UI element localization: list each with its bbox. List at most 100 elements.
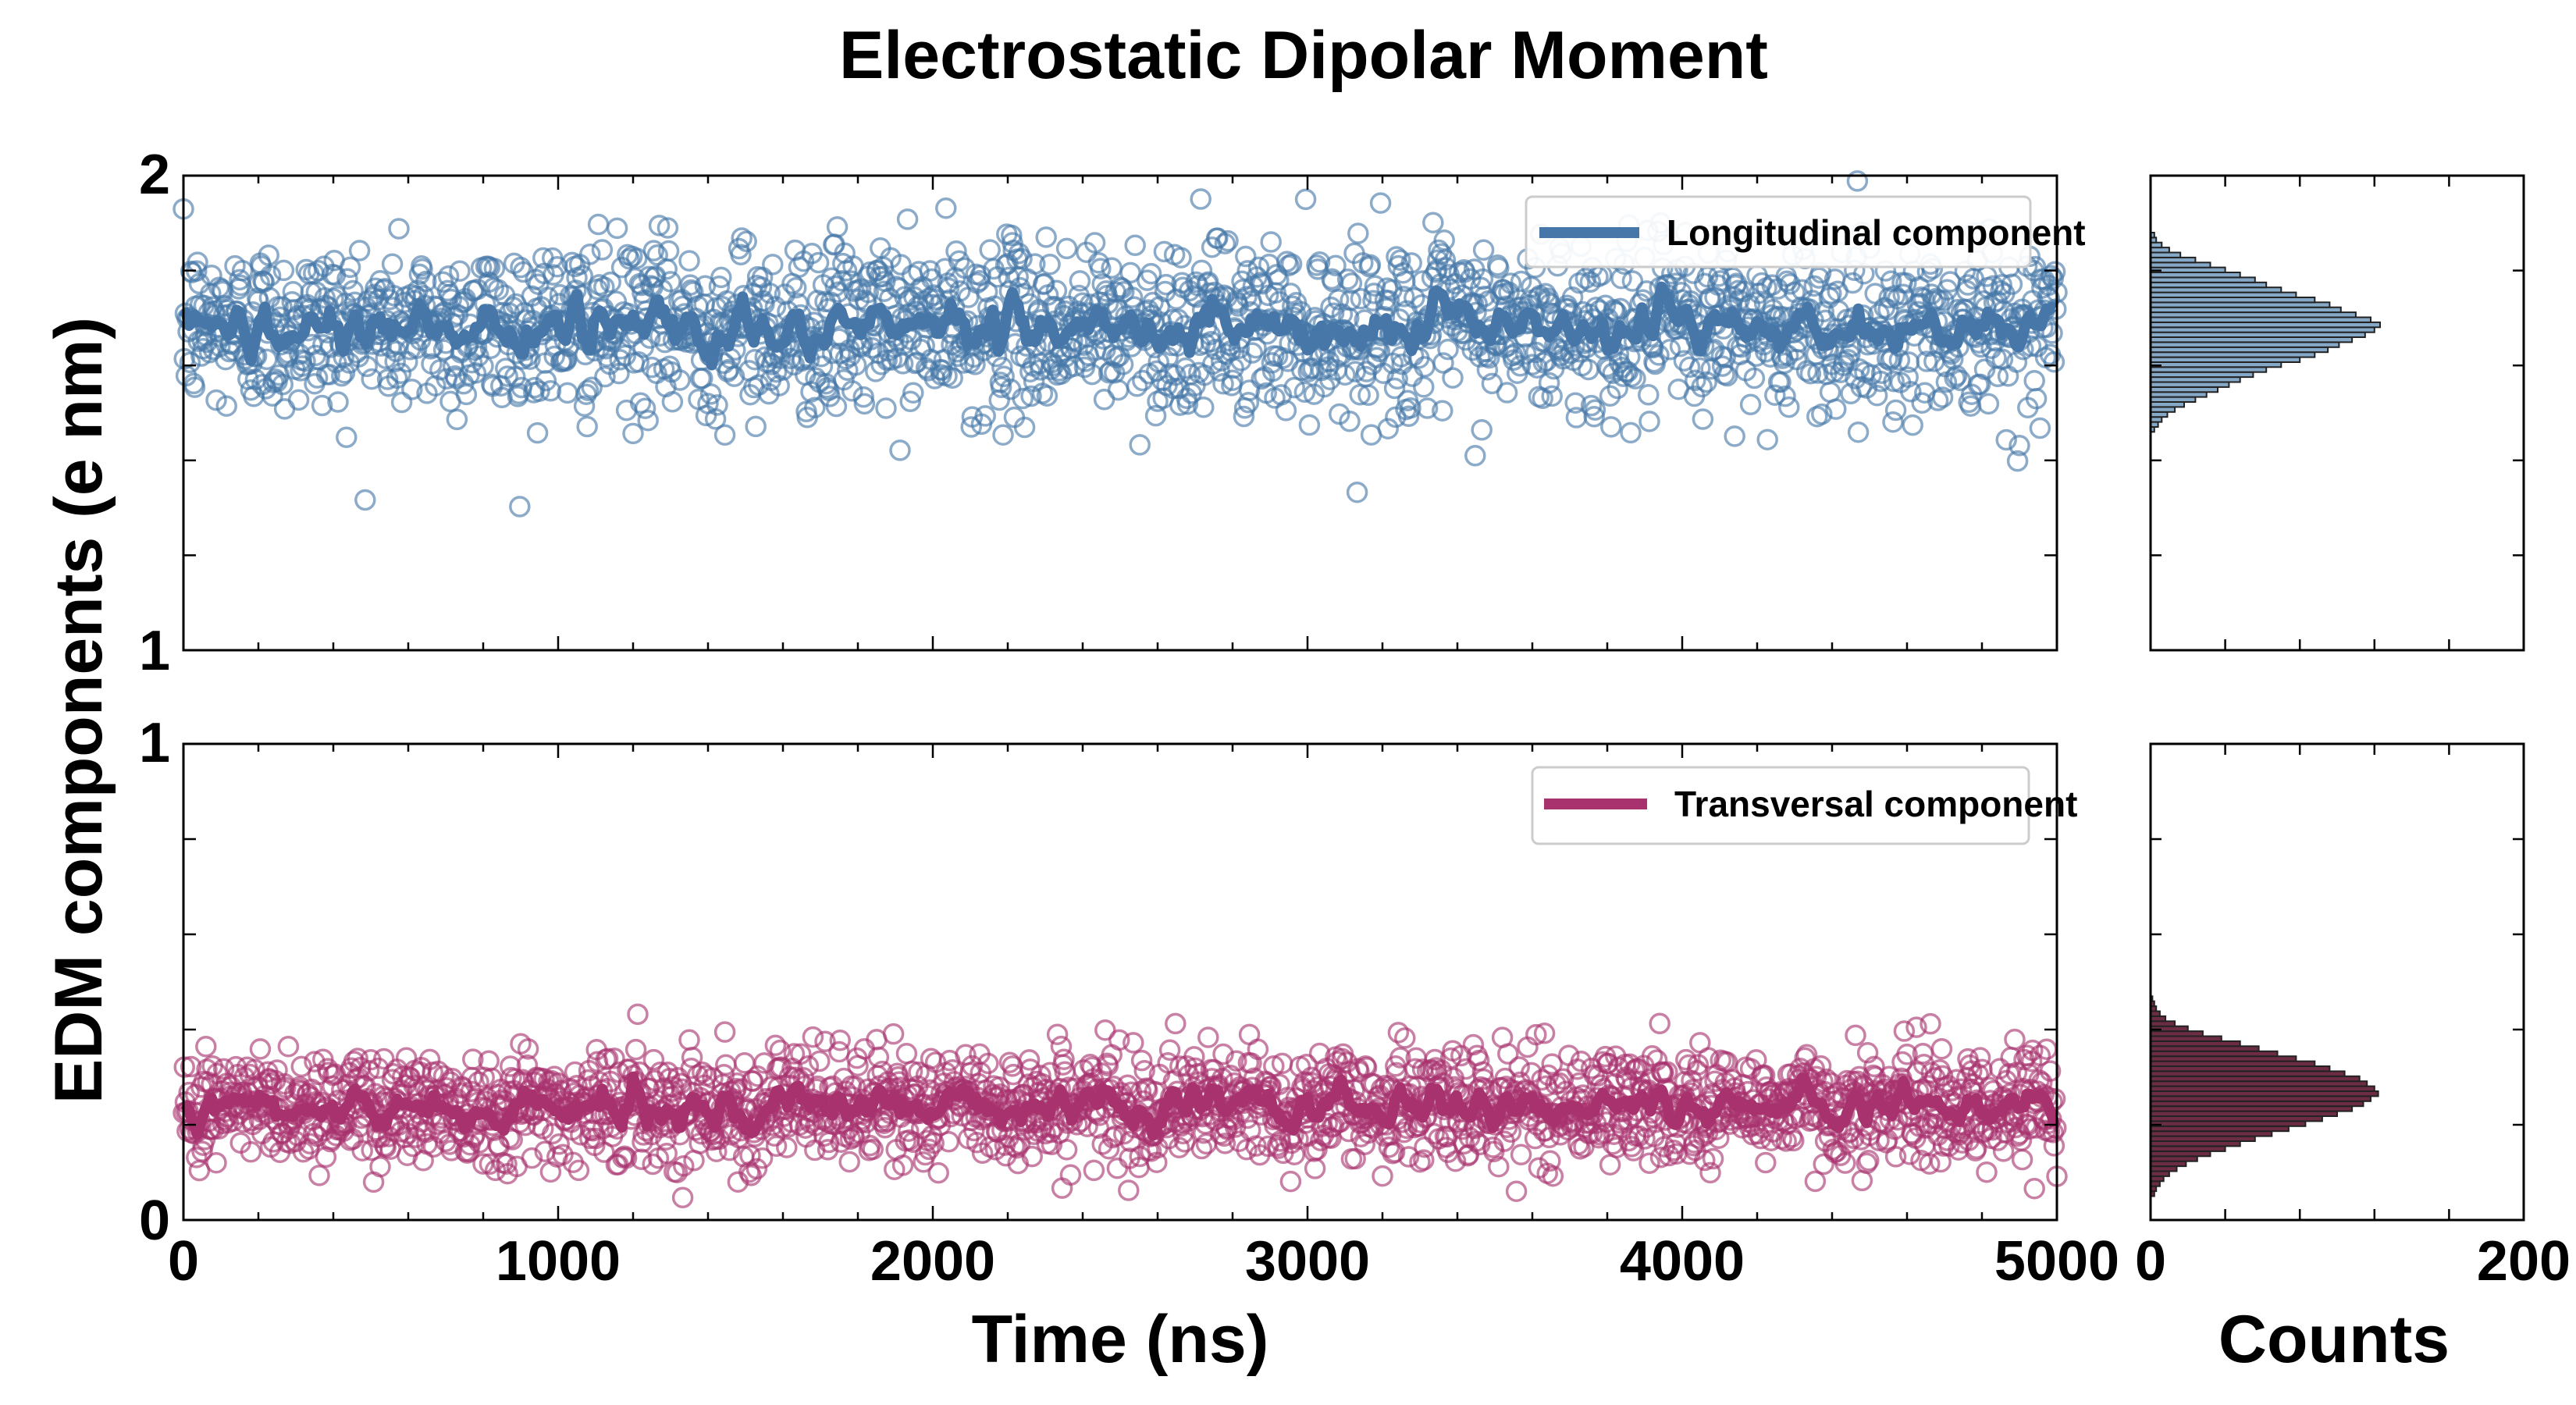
scatter-point: [1123, 1032, 1144, 1054]
scatter-point: [608, 362, 630, 385]
scatter-point: [853, 393, 876, 415]
scatter-point: [1378, 290, 1400, 311]
scatter-point: [1240, 1052, 1262, 1074]
scatter-point: [1118, 1179, 1140, 1201]
scatter-point: [593, 276, 615, 298]
scatter-point: [1055, 1139, 1078, 1161]
scatter-point: [1357, 384, 1379, 407]
scatter-point: [1991, 274, 2012, 296]
scatter-point: [1217, 229, 1239, 252]
scatter-point: [1424, 1048, 1446, 1071]
scatter-point: [1583, 406, 1605, 428]
scatter-point: [336, 426, 358, 449]
scatter-point: [1599, 385, 1621, 407]
scatter-point: [581, 376, 603, 399]
scatter-point: [1169, 394, 1191, 416]
scatter-point: [299, 1133, 321, 1154]
longitudinal-panel: Longitudinal component 2 1: [139, 144, 2086, 682]
scatter-point: [594, 365, 616, 388]
scatter-point: [730, 244, 752, 266]
scatter-point: [1034, 272, 1055, 295]
scatter-point: [376, 368, 399, 390]
transversal-histogram: 0 200: [2135, 742, 2571, 1293]
scatter-point: [1036, 385, 1059, 407]
scatter-point: [628, 351, 649, 373]
scatter-point: [1710, 270, 1731, 292]
scatter-point: [1170, 247, 1192, 269]
scatter-point: [1496, 382, 1518, 404]
scatter-point: [1851, 1169, 1873, 1192]
scatter-point: [1235, 245, 1257, 268]
scatter-point: [1293, 381, 1316, 404]
scatter-point: [629, 392, 652, 414]
scatter-point: [1107, 379, 1130, 401]
scatter-point: [311, 394, 333, 417]
scatter-point: [938, 1131, 960, 1153]
scatter-point: [960, 1109, 982, 1132]
scatter-point: [704, 408, 727, 430]
counts-tick-label-200: 200: [2477, 1230, 2571, 1293]
scatter-point: [797, 1055, 820, 1077]
scatter-point: [1784, 340, 1806, 361]
scatter-point: [857, 281, 879, 304]
scatter-point: [918, 1138, 940, 1161]
scatter-point: [1488, 257, 1510, 279]
scatter-point: [735, 230, 757, 253]
scatter-point: [1040, 1121, 1062, 1144]
scatter-point: [1620, 422, 1642, 444]
scatter-point: [1931, 386, 1954, 408]
scatter-point: [783, 1043, 806, 1065]
scatter-point: [706, 394, 728, 416]
scatter-point: [1711, 355, 1734, 377]
scatter-point: [1389, 1047, 1411, 1069]
scatter-point: [1437, 338, 1459, 361]
scatter-point: [273, 398, 296, 420]
scatter-point: [600, 271, 621, 293]
scatter-point: [1046, 1023, 1069, 1045]
scatter-point: [1976, 1161, 1998, 1183]
scatter-point: [745, 415, 767, 438]
scatter-point: [1197, 1026, 1219, 1048]
scatter-point: [699, 383, 722, 405]
scatter-point: [1325, 254, 1347, 277]
scatter-point: [322, 1075, 343, 1097]
scatter-point: [304, 1051, 326, 1072]
scatter-point: [370, 335, 392, 357]
scatter-point: [919, 260, 941, 282]
scatter-point: [1471, 419, 1493, 441]
scatter-point: [205, 1151, 227, 1174]
scatter-point: [1977, 393, 2000, 415]
scatter-point: [1795, 360, 1818, 382]
scatter-point: [205, 389, 227, 411]
scatter-point: [1578, 358, 1599, 381]
transversal-panel: Transversal component 1 0 0 1000 2000 3000 4…: [139, 712, 2119, 1293]
scatter-point: [570, 1124, 592, 1146]
histogram-bar: [2150, 1145, 2226, 1152]
scatter-point: [496, 1153, 518, 1175]
scatter-point: [706, 1140, 728, 1162]
scatter-point: [834, 348, 857, 370]
scatter-point: [1053, 1048, 1075, 1070]
scatter-point: [927, 1161, 949, 1184]
scatter-point: [420, 338, 442, 360]
scatter-point: [1383, 377, 1406, 400]
scatter-point: [261, 1072, 283, 1094]
scatter-point: [1774, 385, 1796, 407]
scatter-point: [1541, 385, 1563, 407]
scatter-point: [713, 1021, 736, 1043]
scatter-point: [388, 218, 410, 240]
scatter-point: [660, 271, 681, 293]
scatter-point: [1691, 375, 1713, 398]
scatter-point: [642, 1153, 664, 1176]
y-tick-label-top-2: 2: [139, 144, 170, 206]
scatter-point: [1504, 342, 1527, 365]
scatter-point: [1193, 397, 1215, 418]
scatter-point: [472, 355, 494, 377]
scatter-point: [1030, 1065, 1051, 1087]
scatter-point: [1334, 364, 1356, 386]
scatter-point: [1992, 1140, 2015, 1162]
scatter-point: [1098, 1137, 1120, 1160]
scatter-point: [1444, 1150, 1467, 1172]
scatter-point: [1050, 1035, 1073, 1058]
scatter-point: [935, 197, 957, 219]
